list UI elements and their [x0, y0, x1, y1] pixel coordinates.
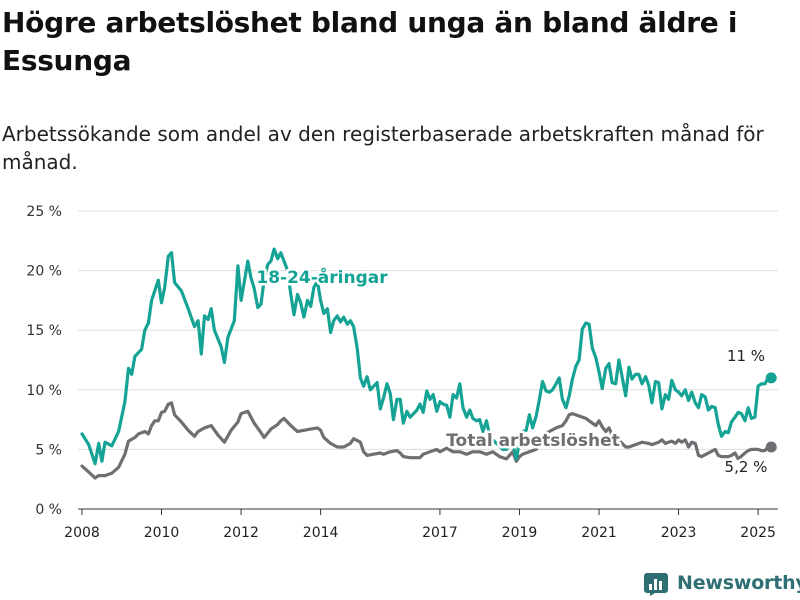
- chart-subtitle: Arbetssökande som andel av den registerb…: [2, 122, 764, 174]
- series-label-youth: 18-24-åringar: [256, 266, 388, 288]
- end-marker-total: [765, 441, 777, 453]
- series-label-total: Total arbetslöshet: [446, 431, 620, 451]
- y-tick-label: 0 %: [35, 502, 62, 518]
- x-tick-label: 2017: [422, 525, 458, 541]
- gridlines: [78, 210, 778, 510]
- y-tick-label: 15 %: [26, 323, 62, 339]
- newsworthy-chart-icon: [644, 573, 668, 596]
- series-lines: [80, 247, 777, 480]
- series-line-total: [80, 401, 773, 480]
- x-tick-label: 2010: [144, 525, 180, 541]
- y-axis: 0 % 5 % 10 % 15 % 20 % 25 %: [26, 204, 62, 518]
- end-value-label-total: 5,2 %: [725, 458, 768, 476]
- end-value-label-youth: 11 %: [727, 347, 765, 365]
- end-marker-youth: [765, 372, 777, 384]
- newsworthy-logo: Newsworthy: [643, 569, 800, 597]
- y-tick-label: 10 %: [26, 383, 62, 399]
- x-tick-label: 2014: [303, 525, 339, 541]
- x-tick-label: 2021: [581, 525, 617, 541]
- chart-title: Högre arbetslöshet bland unga än bland ä…: [2, 6, 738, 77]
- x-tick-label: 2008: [64, 525, 100, 541]
- y-tick-label: 20 %: [26, 264, 62, 280]
- x-tick-label: 2023: [661, 525, 697, 541]
- brand-name: Newsworthy: [677, 572, 800, 594]
- series-line-youth: [80, 247, 773, 466]
- x-tick-label: 2025: [740, 525, 776, 541]
- x-tick-label: 2019: [502, 525, 538, 541]
- x-axis: 2008 2010 2012 2014 2017 2019 2021 2023 2025: [64, 509, 776, 541]
- x-tick-label: 2012: [223, 525, 259, 541]
- y-tick-label: 5 %: [35, 442, 62, 458]
- y-tick-label: 25 %: [26, 204, 62, 220]
- series-labels: 18-24-åringar Total arbetslöshet 11 % 5,2 %: [254, 264, 770, 479]
